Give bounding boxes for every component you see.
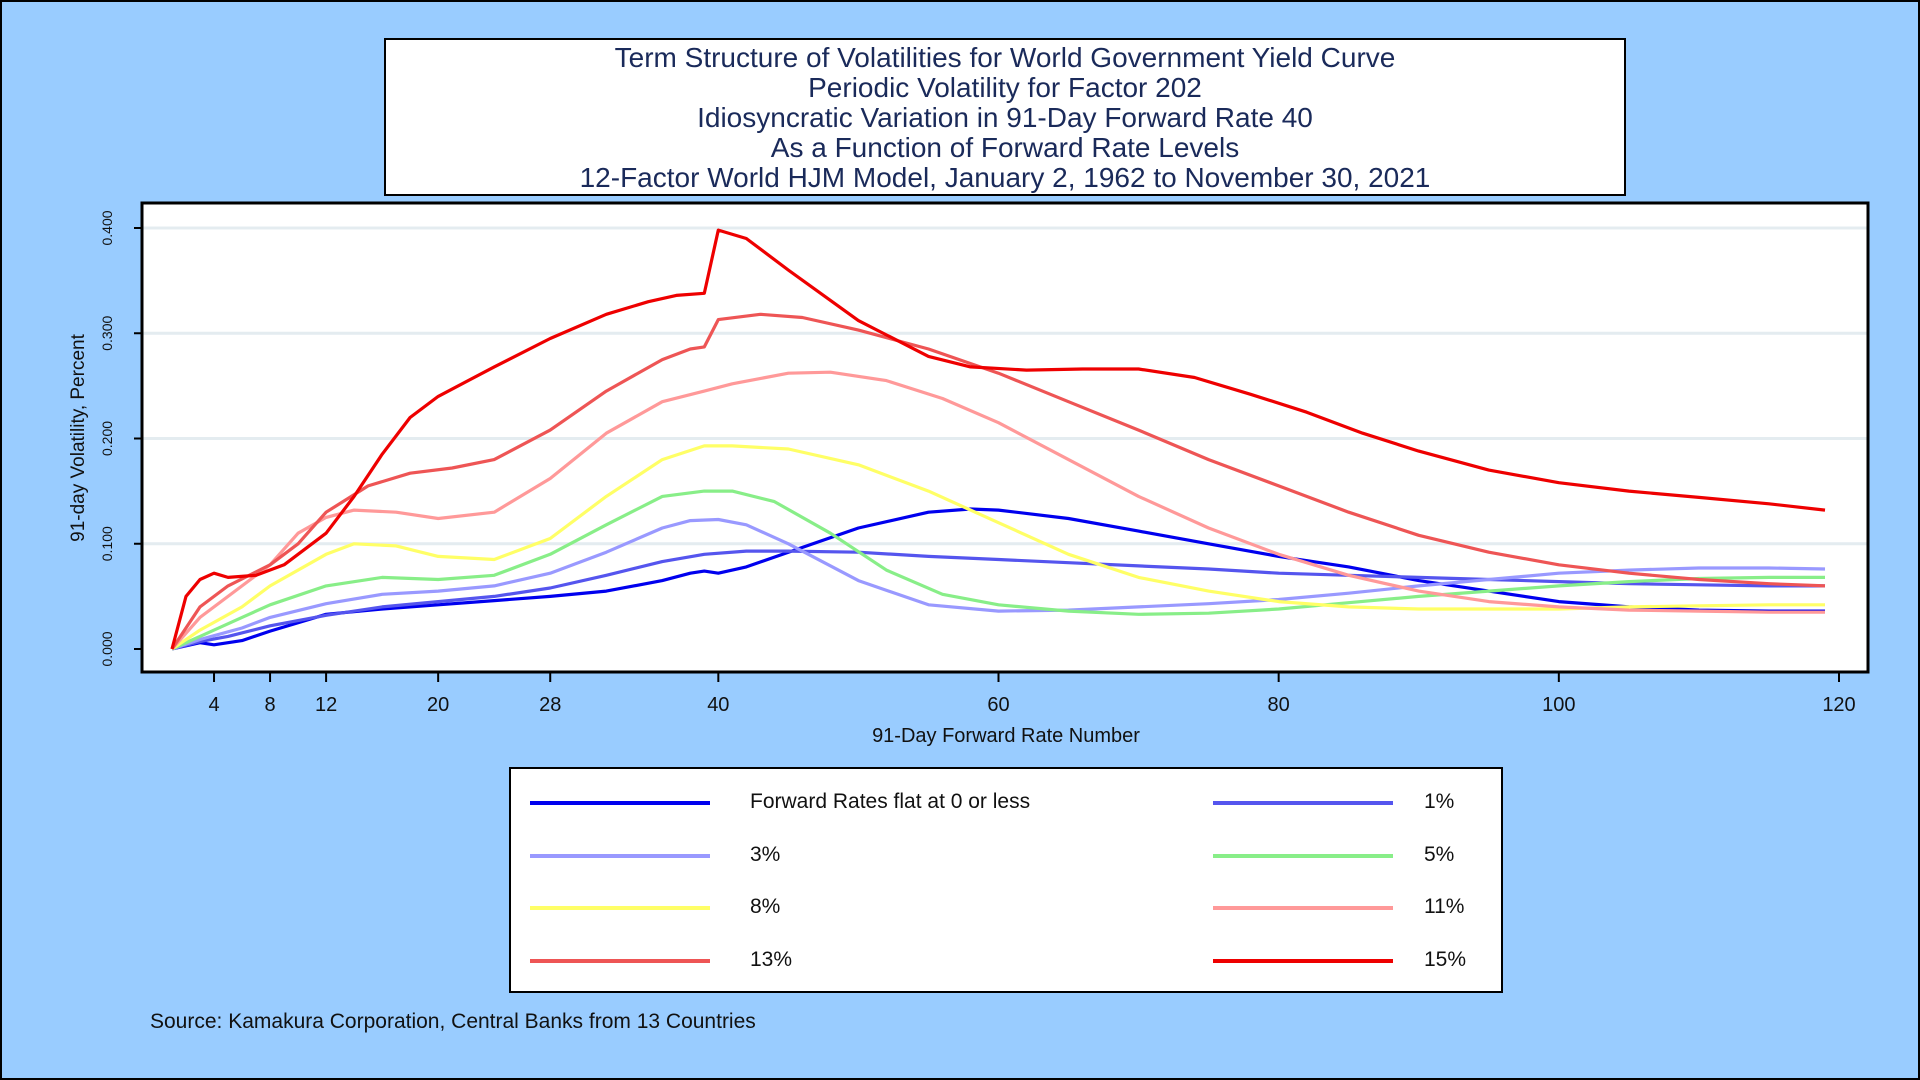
- legend-label: 8%: [750, 895, 781, 918]
- x-tick-label: 4: [208, 694, 219, 716]
- x-tick-label: 120: [1822, 694, 1855, 716]
- x-tick-label: 8: [264, 694, 275, 716]
- title-line-4: As a Function of Forward Rate Levels: [770, 132, 1240, 163]
- x-tick-label: 60: [987, 694, 1009, 716]
- legend-swatch: [1213, 958, 1393, 963]
- legend-swatch: [1213, 906, 1393, 910]
- series-line-8: [170, 228, 1826, 650]
- y-tick-label: 0.200: [99, 421, 115, 456]
- source-note: Source: Kamakura Corporation, Central Ba…: [150, 1010, 756, 1033]
- x-tick-label: 12: [315, 694, 337, 716]
- legend-label: 15%: [1424, 947, 1467, 971]
- chart-title-box: Term Structure of Volatilities for World…: [384, 38, 1626, 196]
- y-tick-label: 0.100: [99, 526, 115, 561]
- legend-swatch: [530, 853, 710, 858]
- series-line-5: [171, 444, 1825, 651]
- y-tick-label: 0.000: [99, 631, 115, 666]
- legend-swatch: [530, 906, 710, 910]
- x-tick-label: 20: [427, 694, 449, 716]
- series-line-4: [171, 489, 1825, 651]
- y-tick-label: 0.400: [99, 210, 115, 245]
- series-line-6: [170, 370, 1825, 651]
- title-line-5: 12-Factor World HJM Model, January 2, 19…: [579, 162, 1431, 193]
- x-tick-label: 28: [539, 694, 561, 716]
- y-tick-label: 0.300: [99, 316, 115, 351]
- title-line-1: Term Structure of Volatilities for World…: [614, 42, 1396, 73]
- legend: Forward Rates flat at 0 or less 1% 3% 5% 8% 1…: [509, 767, 1503, 993]
- x-tick-label: 80: [1268, 694, 1290, 716]
- x-axis-label: 91-Day Forward Rate Number: [872, 725, 1140, 747]
- legend-swatch: [1213, 801, 1393, 805]
- series-line-3: [171, 517, 1826, 651]
- legend-label: 3%: [750, 842, 781, 866]
- title-line-2: Periodic Volatility for Factor 202: [808, 72, 1202, 103]
- axes: 4 8 12 20 28 40 60 80 100 120 0.000 0.100 0.200 0.300…: [99, 201, 1870, 716]
- legend-swatch: [530, 801, 710, 805]
- legend-label: 1%: [1424, 790, 1455, 813]
- series-line-7: [170, 312, 1826, 650]
- legend-label: Forward Rates flat at 0 or less: [750, 790, 1031, 813]
- legend-swatch: [1213, 853, 1393, 858]
- title-line-3: Idiosyncratic Variation in 91-Day Forwar…: [697, 102, 1313, 133]
- legend-label: 5%: [1424, 842, 1455, 866]
- series-lines: [170, 228, 1826, 651]
- legend-label: 13%: [750, 947, 793, 971]
- x-tick-label: 40: [707, 694, 729, 716]
- legend-label: 11%: [1424, 895, 1465, 918]
- y-axis-label: 91-day Volatility, Percent: [68, 333, 89, 541]
- legend-swatch: [530, 958, 710, 963]
- grid-lines: [142, 226, 1868, 546]
- x-tick-label: 100: [1542, 694, 1575, 716]
